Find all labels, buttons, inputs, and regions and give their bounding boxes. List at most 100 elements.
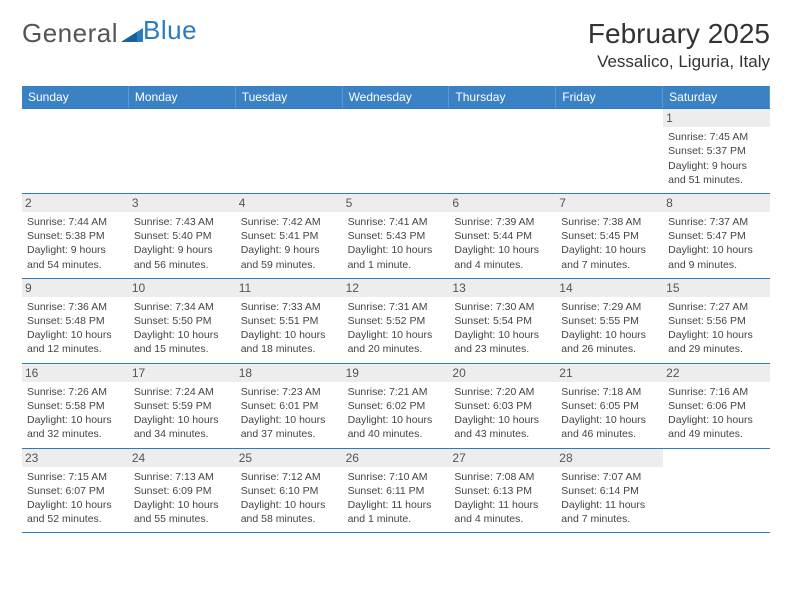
day-line: Sunrise: 7:07 AM xyxy=(561,470,658,484)
day-line: Daylight: 10 hours xyxy=(241,328,338,342)
day-line: Daylight: 10 hours xyxy=(241,498,338,512)
day-line: Sunset: 5:55 PM xyxy=(561,314,658,328)
day-line: Daylight: 10 hours xyxy=(134,498,231,512)
day-cell: 5Sunrise: 7:41 AMSunset: 5:43 PMDaylight… xyxy=(343,193,450,278)
day-line: Sunset: 6:01 PM xyxy=(241,399,338,413)
day-cell: 20Sunrise: 7:20 AMSunset: 6:03 PMDayligh… xyxy=(449,363,556,448)
dow-header: Wednesday xyxy=(343,86,450,108)
day-number: 20 xyxy=(449,364,556,382)
day-cell: 12Sunrise: 7:31 AMSunset: 5:52 PMDayligh… xyxy=(343,278,450,363)
day-line: Daylight: 10 hours xyxy=(241,413,338,427)
day-cell: 19Sunrise: 7:21 AMSunset: 6:02 PMDayligh… xyxy=(343,363,450,448)
day-number: 6 xyxy=(449,194,556,212)
day-cell: 13Sunrise: 7:30 AMSunset: 5:54 PMDayligh… xyxy=(449,278,556,363)
day-line: and 29 minutes. xyxy=(668,342,765,356)
day-line: and 7 minutes. xyxy=(561,512,658,526)
day-line: and 52 minutes. xyxy=(27,512,124,526)
day-line: and 51 minutes. xyxy=(668,173,765,187)
day-line: Daylight: 9 hours xyxy=(27,243,124,257)
empty-cell xyxy=(236,108,343,193)
day-cell: 2Sunrise: 7:44 AMSunset: 5:38 PMDaylight… xyxy=(22,193,129,278)
day-line: Sunset: 5:43 PM xyxy=(348,229,445,243)
day-line: and 1 minute. xyxy=(348,258,445,272)
day-number: 21 xyxy=(556,364,663,382)
day-line: and 58 minutes. xyxy=(241,512,338,526)
day-line: Sunrise: 7:41 AM xyxy=(348,215,445,229)
day-line: Daylight: 10 hours xyxy=(348,328,445,342)
day-cell: 18Sunrise: 7:23 AMSunset: 6:01 PMDayligh… xyxy=(236,363,343,448)
day-number: 10 xyxy=(129,279,236,297)
day-line: Daylight: 11 hours xyxy=(454,498,551,512)
day-line: Sunset: 6:11 PM xyxy=(348,484,445,498)
day-number: 28 xyxy=(556,449,663,467)
day-line: Daylight: 10 hours xyxy=(27,328,124,342)
day-number: 23 xyxy=(22,449,129,467)
logo-text-2: Blue xyxy=(143,15,197,45)
day-line: Sunrise: 7:30 AM xyxy=(454,300,551,314)
day-line: Sunset: 6:06 PM xyxy=(668,399,765,413)
day-line: Sunrise: 7:10 AM xyxy=(348,470,445,484)
day-cell: 8Sunrise: 7:37 AMSunset: 5:47 PMDaylight… xyxy=(663,193,770,278)
day-number: 25 xyxy=(236,449,343,467)
day-line: and 15 minutes. xyxy=(134,342,231,356)
dow-header: Monday xyxy=(129,86,236,108)
day-line: Daylight: 10 hours xyxy=(668,243,765,257)
day-line: Daylight: 11 hours xyxy=(348,498,445,512)
day-number: 16 xyxy=(22,364,129,382)
day-cell: 14 Sunrise: 7:29 AMSunset: 5:55 PMDayligh… xyxy=(556,278,663,363)
header: General Blue February 2025 Vessalico, Li… xyxy=(22,18,770,72)
day-line: Sunrise: 7:24 AM xyxy=(134,385,231,399)
day-cell: 10Sunrise: 7:34 AMSunset: 5:50 PMDayligh… xyxy=(129,278,236,363)
day-line: Sunrise: 7:27 AM xyxy=(668,300,765,314)
day-line: Sunset: 5:45 PM xyxy=(561,229,658,243)
day-line: Sunrise: 7:13 AM xyxy=(134,470,231,484)
day-cell: 3Sunrise: 7:43 AMSunset: 5:40 PMDaylight… xyxy=(129,193,236,278)
day-cell: 21Sunrise: 7:18 AMSunset: 6:05 PMDayligh… xyxy=(556,363,663,448)
empty-cell xyxy=(22,108,129,193)
day-line: Sunrise: 7:43 AM xyxy=(134,215,231,229)
day-cell: 15Sunrise: 7:27 AMSunset: 5:56 PMDayligh… xyxy=(663,278,770,363)
day-number: 24 xyxy=(129,449,236,467)
day-line: Daylight: 10 hours xyxy=(561,328,658,342)
day-line: Daylight: 10 hours xyxy=(27,498,124,512)
day-line: Sunset: 5:54 PM xyxy=(454,314,551,328)
day-line: and 4 minutes. xyxy=(454,512,551,526)
month-title: February 2025 xyxy=(588,18,770,50)
day-number: 19 xyxy=(343,364,450,382)
day-number: 2 xyxy=(22,194,129,212)
day-cell: 27Sunrise: 7:08 AMSunset: 6:13 PMDayligh… xyxy=(449,448,556,534)
empty-cell xyxy=(663,448,770,534)
day-line: Sunset: 5:48 PM xyxy=(27,314,124,328)
day-line: Sunrise: 7:21 AM xyxy=(348,385,445,399)
day-line: Daylight: 11 hours xyxy=(561,498,658,512)
day-line: Sunrise: 7:26 AM xyxy=(27,385,124,399)
day-line: and 4 minutes. xyxy=(454,258,551,272)
empty-cell xyxy=(556,108,663,193)
day-line: Sunset: 6:05 PM xyxy=(561,399,658,413)
day-line: and 59 minutes. xyxy=(241,258,338,272)
day-number: 8 xyxy=(663,194,770,212)
day-cell: 1Sunrise: 7:45 AMSunset: 5:37 PMDaylight… xyxy=(663,108,770,193)
dow-header: Thursday xyxy=(449,86,556,108)
day-line: and 43 minutes. xyxy=(454,427,551,441)
dow-header: Saturday xyxy=(663,86,770,108)
day-line: Sunrise: 7:08 AM xyxy=(454,470,551,484)
day-line: Sunset: 6:03 PM xyxy=(454,399,551,413)
day-line: Sunset: 6:14 PM xyxy=(561,484,658,498)
day-line: and 20 minutes. xyxy=(348,342,445,356)
day-line: Sunrise: 7:34 AM xyxy=(134,300,231,314)
day-line: Sunset: 5:50 PM xyxy=(134,314,231,328)
day-line: Sunset: 5:51 PM xyxy=(241,314,338,328)
location: Vessalico, Liguria, Italy xyxy=(588,52,770,72)
day-number: 14 xyxy=(556,279,663,297)
day-line: and 56 minutes. xyxy=(134,258,231,272)
day-line: Sunrise: 7:36 AM xyxy=(27,300,124,314)
day-line: Sunrise: 7:29 AM xyxy=(561,300,658,314)
day-line: Sunset: 5:44 PM xyxy=(454,229,551,243)
day-line: and 26 minutes. xyxy=(561,342,658,356)
day-line: Sunset: 6:07 PM xyxy=(27,484,124,498)
day-line: Daylight: 9 hours xyxy=(241,243,338,257)
day-line: Sunrise: 7:23 AM xyxy=(241,385,338,399)
day-line: Sunset: 6:09 PM xyxy=(134,484,231,498)
day-cell: 9Sunrise: 7:36 AMSunset: 5:48 PMDaylight… xyxy=(22,278,129,363)
